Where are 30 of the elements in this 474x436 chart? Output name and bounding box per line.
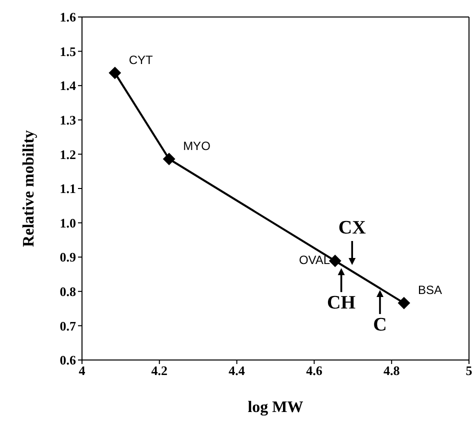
annotation: CX bbox=[338, 217, 366, 238]
y-tick-label: 0.7 bbox=[60, 318, 76, 334]
x-tick-label: 4.4 bbox=[228, 363, 246, 378]
x-tick-label: 4.8 bbox=[383, 363, 400, 378]
y-tick-label: 1.1 bbox=[60, 181, 76, 196]
y-tick-label: 0.9 bbox=[60, 250, 76, 265]
y-tick-label: 0.6 bbox=[60, 352, 76, 368]
y-tick-label: 1.0 bbox=[60, 215, 76, 230]
point bbox=[108, 66, 121, 79]
annotation: OVAL bbox=[298, 253, 330, 268]
x-tick-label: 4 bbox=[78, 363, 86, 378]
annotation: BSA bbox=[418, 283, 442, 298]
annotation: MYO bbox=[183, 139, 210, 154]
annotation: CYT bbox=[128, 53, 154, 68]
y-tick-label: 1.4 bbox=[60, 78, 76, 94]
point bbox=[398, 297, 410, 310]
x-tick-label: 4.6 bbox=[306, 363, 323, 378]
y-axis-title: Relative mobility bbox=[20, 130, 38, 247]
annotation: CH bbox=[327, 292, 356, 314]
y-tick-label: 1.3 bbox=[60, 112, 76, 128]
annotation: C bbox=[373, 314, 387, 336]
y-tick-label: 1.2 bbox=[60, 146, 76, 162]
point bbox=[163, 153, 176, 165]
y-tick-label: 1.5 bbox=[60, 44, 76, 59]
point bbox=[329, 254, 342, 267]
y-tick-label: 1.6 bbox=[60, 10, 76, 25]
x-tick-label: 4.2 bbox=[151, 363, 168, 378]
x-axis-title: log MW bbox=[248, 399, 304, 416]
x-tick-label: 5 bbox=[466, 363, 473, 378]
y-tick-label: 0.8 bbox=[60, 284, 76, 300]
